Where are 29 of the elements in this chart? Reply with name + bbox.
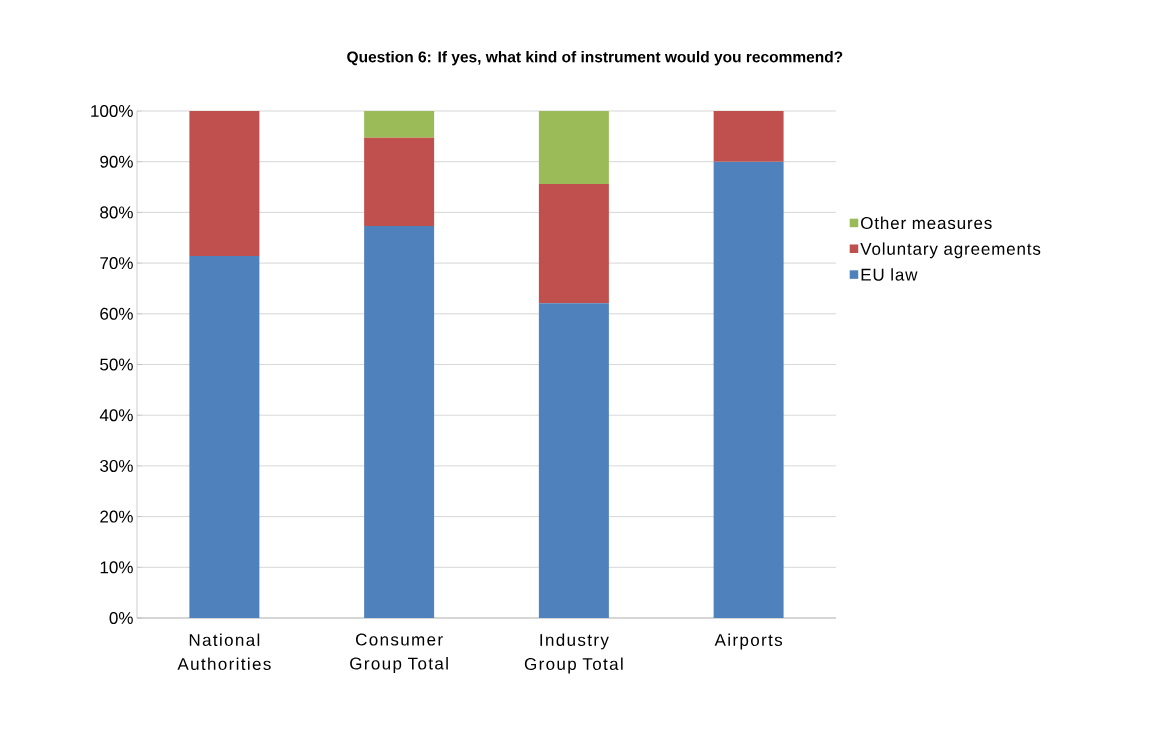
y-tick-label: 90% xyxy=(100,155,133,168)
y-tick-label: 30% xyxy=(100,459,133,472)
y-tick-label: 80% xyxy=(100,206,133,219)
x-tick-label: Airports xyxy=(714,633,783,650)
y-tick-label: 20% xyxy=(100,510,133,523)
bar xyxy=(538,184,609,304)
bar xyxy=(364,110,435,138)
legend-label: Other measures xyxy=(861,216,992,230)
y-tick-label: 50% xyxy=(100,358,133,371)
bar xyxy=(713,110,784,162)
bar xyxy=(713,161,784,618)
x-tick-label: Industry Group Total xyxy=(524,633,623,674)
legend-label: EU law xyxy=(861,268,918,281)
x-tick-label: National Authorities xyxy=(177,633,271,671)
chart-title: Question 6: If yes, what kind of instrument would you recommend? xyxy=(347,51,843,66)
legend-label: Voluntary agreements xyxy=(860,242,1041,259)
bar xyxy=(364,137,435,227)
y-tick-label: 70% xyxy=(100,257,133,270)
bar xyxy=(364,226,435,618)
y-tick-label: 0% xyxy=(109,611,133,625)
x-tick-label: Consumer Group Total xyxy=(350,633,448,673)
bar xyxy=(189,256,260,618)
y-tick-label: 60% xyxy=(100,307,133,320)
y-tick-label: 10% xyxy=(100,561,133,574)
y-tick-label: 100% xyxy=(91,104,133,118)
y-tick-label: 40% xyxy=(99,409,133,422)
bar xyxy=(189,110,260,256)
bar xyxy=(538,110,609,184)
bar xyxy=(538,303,609,618)
